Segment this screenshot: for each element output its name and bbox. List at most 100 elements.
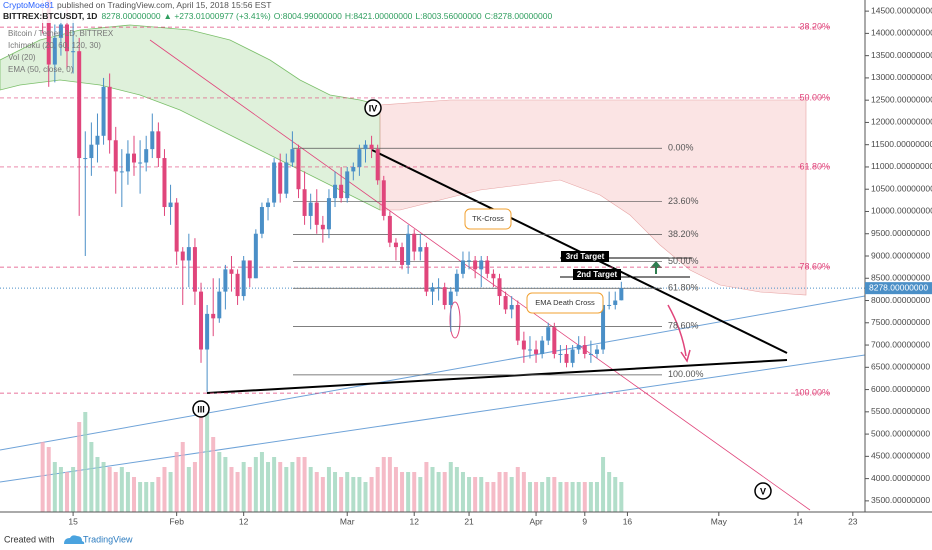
wave-circle	[364, 99, 382, 117]
volume-bar	[180, 442, 185, 512]
volume-bar	[113, 472, 118, 512]
x-tick-label: 15	[68, 516, 78, 526]
candle-body	[393, 242, 398, 248]
volume-bar	[125, 472, 130, 512]
x-tick-label: May	[711, 516, 728, 526]
volume-bar	[454, 467, 459, 512]
candle-body	[613, 300, 618, 305]
candle-body	[278, 162, 283, 194]
candle-body	[473, 260, 478, 270]
y-tick-label: 14000.00000000	[871, 28, 932, 38]
y-tick-label: 8000.00000000	[871, 295, 930, 305]
y-tick-label: 9500.00000000	[871, 228, 930, 238]
fib-label: 38.20%	[668, 229, 699, 239]
candle-body	[521, 340, 526, 350]
trendline-blue	[0, 354, 865, 483]
x-tick-label: 12	[239, 516, 249, 526]
price: 8278.00000000	[101, 11, 160, 21]
volume-bar	[168, 472, 173, 512]
candle-body	[174, 202, 179, 252]
ohlc: H:8421.00000000	[345, 11, 413, 21]
volume-bar	[570, 482, 575, 512]
candle-body	[205, 313, 210, 350]
volume-bar	[406, 472, 411, 512]
candle-body	[558, 353, 563, 355]
volume-bar	[235, 472, 240, 512]
candle-body	[375, 149, 380, 181]
candle-body	[503, 296, 508, 310]
volume-bar	[272, 457, 277, 512]
volume-bar	[65, 472, 70, 512]
header-bg	[0, 0, 420, 23]
fib-label: 50.00%	[668, 256, 699, 266]
volume-bar	[71, 467, 76, 512]
volume-bar	[576, 482, 581, 512]
volume-bar	[430, 467, 435, 512]
legend-item: EMA (50, close, 0)	[8, 65, 74, 74]
x-tick-label: 16	[623, 516, 633, 526]
candle-body	[144, 149, 149, 163]
candle-body	[339, 184, 344, 199]
volume-bar	[497, 472, 502, 512]
candle-body	[345, 171, 350, 199]
candle-body	[552, 327, 557, 354]
highlight-ellipse	[449, 301, 461, 339]
candle-body	[132, 153, 137, 163]
candle-body	[564, 353, 569, 363]
candle-body	[479, 260, 484, 270]
y-tick-label: 3500.00000000	[871, 495, 930, 505]
candle-body	[83, 158, 88, 160]
volume-bar	[436, 472, 441, 512]
volume-bar	[552, 477, 557, 512]
x-tick-label: 9	[582, 516, 587, 526]
volume-bar	[58, 467, 63, 512]
annotations: TK-Cross EMA Death Cross 3rd Target 2nd …	[192, 99, 772, 500]
legend-item: Bitcoin / Tether, 1D, BITTREX	[8, 29, 114, 38]
volume-bar	[381, 457, 386, 512]
published: published on TradingView.com, April 15, …	[57, 0, 271, 10]
y-tick-label: 11000.00000000	[871, 161, 932, 171]
wave-label: V	[760, 486, 766, 496]
volume-bar	[186, 467, 191, 512]
volume-bar	[546, 477, 551, 512]
footer-bg	[0, 530, 932, 550]
last-price-label: 8278.00000000	[869, 282, 928, 292]
y-tick-label: 4000.00000000	[871, 473, 930, 483]
candle-body	[454, 273, 459, 292]
volume-bar	[144, 482, 149, 512]
candle-body	[351, 166, 356, 172]
candle-body	[534, 349, 539, 354]
volume-bar	[247, 467, 252, 512]
legend-item: Ichimoku (20, 60, 120, 30)	[8, 41, 101, 50]
candle-body	[247, 260, 252, 279]
volume-bar	[473, 477, 478, 512]
volume-bar	[558, 482, 563, 512]
candle-body	[217, 291, 222, 319]
candle-body	[363, 144, 368, 150]
candle-body	[296, 149, 301, 190]
volume-bar	[534, 482, 539, 512]
candle-body	[95, 135, 100, 145]
volume-bar	[448, 462, 453, 512]
symbol-line: BITTREX:BTCUSDT, 1D 8278.00000000 ▲ +273.0…	[3, 11, 552, 21]
volume-bar	[619, 482, 624, 512]
volume-bar	[138, 482, 143, 512]
wave-label: IV	[369, 103, 378, 113]
label-box	[573, 269, 621, 280]
y-tick-label: 14500.00000000	[871, 5, 932, 15]
volume-bar	[211, 437, 216, 512]
volume-bar	[132, 477, 137, 512]
candle-body	[442, 287, 447, 305]
candle-body	[491, 273, 496, 279]
candle-body	[485, 260, 490, 274]
volume-bar	[217, 452, 222, 512]
x-tick-label: Feb	[169, 516, 184, 526]
header: CryptoMoe81 published on TradingView.com,…	[3, 0, 271, 10]
note-text: TK-Cross	[472, 214, 504, 223]
up-arrow	[650, 261, 662, 274]
volume-bar	[594, 482, 599, 512]
volume-bar	[479, 477, 484, 512]
candle-body	[594, 349, 599, 354]
y-tick-label: 12000.00000000	[871, 117, 932, 127]
